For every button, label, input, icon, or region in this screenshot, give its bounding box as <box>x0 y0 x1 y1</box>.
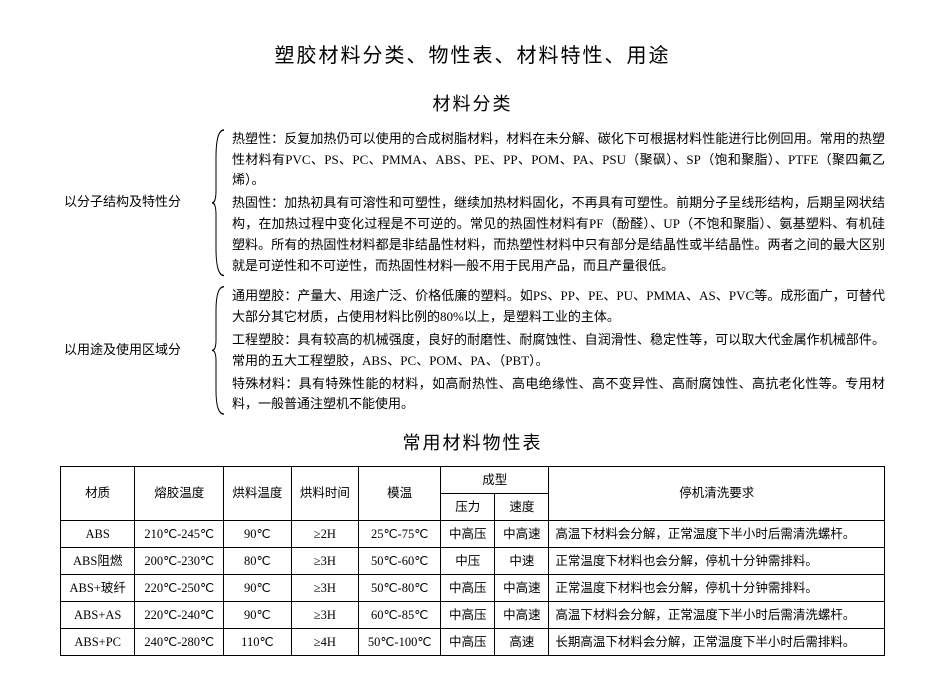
cell-melt: 220℃-240℃ <box>135 601 224 628</box>
cell-mold_temp: 60℃-85℃ <box>359 601 441 628</box>
properties-table: 材质 熔胶温度 烘料温度 烘料时间 模温 成型 停机清洗要求 压力 速度 ABS… <box>60 466 885 656</box>
group2-item: 工程塑胶：具有较高的机械强度，良好的耐磨性、耐腐蚀性、自润滑性、稳定性等，可以取… <box>232 330 885 372</box>
cell-melt: 220℃-250℃ <box>135 574 224 601</box>
group1-item: 热塑性：反复加热仍可以使用的合成树脂材料，材料在未分解、碳化下可根据材料性能进行… <box>232 129 885 191</box>
col-pressure: 压力 <box>441 493 495 520</box>
group1-item: 热固性：加热初具有可溶性和可塑性，继续加热材料固化，不再具有可塑性。前期分子呈线… <box>232 193 885 276</box>
group2-items: 通用塑胶：产量大、用途广泛、价格低廉的塑料。如PS、PP、PE、PU、PMMA、… <box>228 284 885 417</box>
cell-dry_time: ≥3H <box>291 574 359 601</box>
cell-dry_time: ≥2H <box>291 520 359 547</box>
table-row: ABS+玻纤220℃-250℃90℃≥3H50℃-80℃中高压中高速正常温度下材… <box>61 574 885 601</box>
item-lead: 工程塑胶： <box>232 332 297 347</box>
cell-req: 长期高温下材料会分解，正常温度下半小时后需排料。 <box>549 628 885 655</box>
group2-label: 以用途及使用区域分 <box>60 284 210 417</box>
item-text: 具有较高的机械强度，良好的耐磨性、耐腐蚀性、自润滑性、稳定性等，可以取大代金属作… <box>232 332 885 368</box>
table-row: ABS+PC240℃-280℃110℃≥4H50℃-100℃中高压高速长期高温下… <box>61 628 885 655</box>
cell-material: ABS <box>61 520 135 547</box>
cell-melt: 240℃-280℃ <box>135 628 224 655</box>
item-text: 具有特殊性能的材料，如高耐热性、高电绝缘性、高不变异性、高耐腐蚀性、高抗老化性等… <box>232 376 885 412</box>
cell-speed: 中速 <box>495 547 549 574</box>
cell-req: 正常温度下材料也会分解，停机十分钟需排料。 <box>549 574 885 601</box>
cell-dry_temp: 90℃ <box>224 601 292 628</box>
cell-material: ABS阻燃 <box>61 547 135 574</box>
table-row: ABS阻燃200℃-230℃80℃≥3H50℃-60℃中压中速正常温度下材料也会… <box>61 547 885 574</box>
table-row: ABS+AS220℃-240℃90℃≥3H60℃-85℃中高压中高速高温下材料会… <box>61 601 885 628</box>
item-lead: 通用塑胶： <box>232 288 297 303</box>
cell-dry_temp: 110℃ <box>224 628 292 655</box>
cell-dry_time: ≥3H <box>291 547 359 574</box>
cell-mold_temp: 50℃-100℃ <box>359 628 441 655</box>
item-text: 反复加热仍可以使用的合成树脂材料，材料在未分解、碳化下可根据材料性能进行比例回用… <box>232 131 885 188</box>
col-melt: 熔胶温度 <box>135 466 224 520</box>
cell-material: ABS+PC <box>61 628 135 655</box>
cell-melt: 210℃-245℃ <box>135 520 224 547</box>
section-classification-title: 材料分类 <box>60 90 885 119</box>
cell-pressure: 中高压 <box>441 520 495 547</box>
col-material: 材质 <box>61 466 135 520</box>
cell-dry_time: ≥4H <box>291 628 359 655</box>
table-row: ABS210℃-245℃90℃≥2H25℃-75℃中高压中高速高温下材料会分解，… <box>61 520 885 547</box>
cell-speed: 中高速 <box>495 574 549 601</box>
cell-dry_temp: 90℃ <box>224 574 292 601</box>
cell-pressure: 中压 <box>441 547 495 574</box>
cell-dry_temp: 90℃ <box>224 520 292 547</box>
cell-speed: 中高速 <box>495 601 549 628</box>
cell-mold_temp: 50℃-60℃ <box>359 547 441 574</box>
classification-group-usage: 以用途及使用区域分 通用塑胶：产量大、用途广泛、价格低廉的塑料。如PS、PP、P… <box>60 284 885 417</box>
item-text: 产量大、用途广泛、价格低廉的塑料。如PS、PP、PE、PU、PMMA、AS、PV… <box>232 288 885 324</box>
cell-material: ABS+AS <box>61 601 135 628</box>
group1-items: 热塑性：反复加热仍可以使用的合成树脂材料，材料在未分解、碳化下可根据材料性能进行… <box>228 127 885 279</box>
classification-group-structure: 以分子结构及特性分 热塑性：反复加热仍可以使用的合成树脂材料，材料在未分解、碳化… <box>60 127 885 279</box>
brace-icon <box>210 284 228 417</box>
col-stop-clean: 停机清洗要求 <box>549 466 885 520</box>
cell-dry_temp: 80℃ <box>224 547 292 574</box>
cell-req: 正常温度下材料也会分解，停机十分钟需排料。 <box>549 547 885 574</box>
cell-speed: 中高速 <box>495 520 549 547</box>
cell-melt: 200℃-230℃ <box>135 547 224 574</box>
cell-speed: 高速 <box>495 628 549 655</box>
col-mold-temp: 模温 <box>359 466 441 520</box>
cell-material: ABS+玻纤 <box>61 574 135 601</box>
group2-item: 特殊材料：具有特殊性能的材料，如高耐热性、高电绝缘性、高不变异性、高耐腐蚀性、高… <box>232 374 885 416</box>
col-dry-time: 烘料时间 <box>291 466 359 520</box>
cell-mold_temp: 50℃-80℃ <box>359 574 441 601</box>
item-lead: 热固性： <box>232 195 284 210</box>
cell-pressure: 中高压 <box>441 601 495 628</box>
cell-dry_time: ≥3H <box>291 601 359 628</box>
col-molding: 成型 <box>441 466 549 493</box>
group2-item: 通用塑胶：产量大、用途广泛、价格低廉的塑料。如PS、PP、PE、PU、PMMA、… <box>232 286 885 328</box>
section-table-title: 常用材料物性表 <box>60 429 885 458</box>
item-lead: 热塑性： <box>232 131 284 146</box>
cell-pressure: 中高压 <box>441 628 495 655</box>
item-text: 加热初具有可溶性和可塑性，继续加热材料固化，不再具有可塑性。前期分子呈线形结构，… <box>232 195 885 272</box>
doc-title: 塑胶材料分类、物性表、材料特性、用途 <box>60 40 885 72</box>
item-lead: 特殊材料： <box>232 376 299 391</box>
cell-req: 高温下材料会分解，正常温度下半小时后需清洗螺杆。 <box>549 520 885 547</box>
col-dry-temp: 烘料温度 <box>224 466 292 520</box>
cell-mold_temp: 25℃-75℃ <box>359 520 441 547</box>
brace-icon <box>210 127 228 279</box>
group1-label: 以分子结构及特性分 <box>60 127 210 279</box>
cell-req: 高温下材料会分解，正常温度下半小时后需清洗螺杆。 <box>549 601 885 628</box>
col-speed: 速度 <box>495 493 549 520</box>
cell-pressure: 中高压 <box>441 574 495 601</box>
